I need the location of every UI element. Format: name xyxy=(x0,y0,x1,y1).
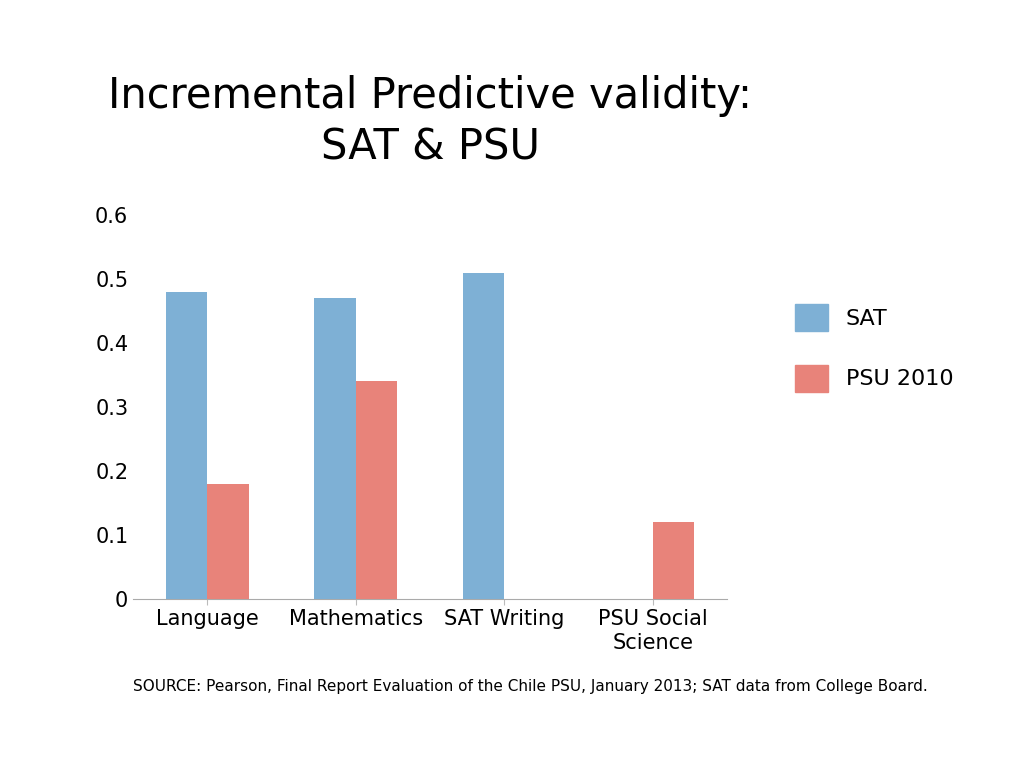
Bar xyxy=(463,273,504,599)
Text: SOURCE: Pearson, Final Report Evaluation of the Chile PSU, January 2013; SAT dat: SOURCE: Pearson, Final Report Evaluation… xyxy=(133,679,928,694)
Bar xyxy=(314,298,356,599)
Bar xyxy=(653,522,694,599)
Bar xyxy=(207,484,249,599)
Legend: SAT, PSU 2010: SAT, PSU 2010 xyxy=(785,295,963,401)
Text: Incremental Predictive validity:
SAT & PSU: Incremental Predictive validity: SAT & P… xyxy=(109,75,752,169)
Bar xyxy=(166,292,207,599)
Bar xyxy=(356,382,397,599)
